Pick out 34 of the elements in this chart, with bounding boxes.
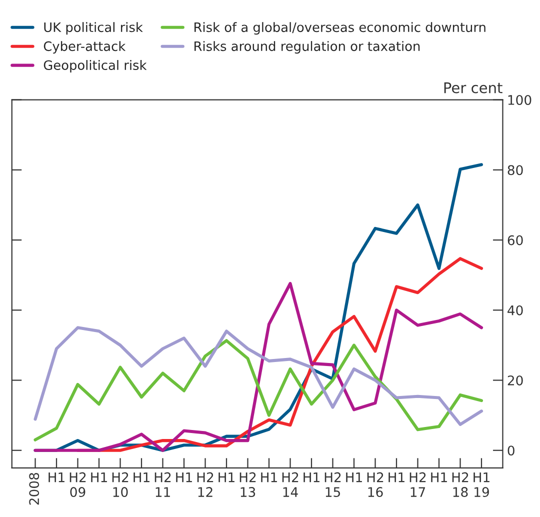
x-tick-label: H2 11 [154, 472, 171, 497]
legend-label: Geopolitical risk [44, 60, 147, 73]
x-tick-label: H2 18 [452, 472, 468, 498]
legend-label: Cyber-attack [44, 41, 126, 54]
x-tick-label: H1 [388, 472, 404, 482]
x-tick-label: H1 [261, 472, 277, 482]
x-tick-label: H1 [134, 472, 150, 482]
x-tick-label: H2 14 [282, 472, 298, 497]
x-tick-label: H2 09 [70, 472, 86, 498]
x-tick-label: H1 19 [474, 472, 490, 498]
y-tick-label: 80 [508, 165, 523, 176]
y-axis-title: Per cent [444, 82, 502, 94]
legend-label: Risk of a global/overseas economic downturn [194, 22, 486, 35]
legend-label: UK political risk [44, 22, 143, 35]
x-tick-label: H1 [176, 472, 192, 482]
x-tick-label: H2 13 [240, 472, 256, 498]
x-tick-label: H1 [218, 472, 234, 482]
x-tick-label: H2 15 [324, 472, 341, 498]
x-tick-label: H2 17 [410, 472, 426, 497]
x-tick-label: H1 [304, 472, 320, 482]
y-tick-label: 60 [508, 235, 523, 246]
x-tick-label: H2 10 [112, 472, 128, 498]
y-tick-label: 40 [508, 305, 523, 316]
x-tick-label: H2 16 [367, 472, 384, 498]
x-tick-label: 2008 [29, 472, 40, 505]
y-tick-label: 20 [508, 375, 523, 386]
y-tick-label: 0 [508, 446, 514, 456]
x-tick-label: H1 [431, 472, 447, 482]
legend-label: Risks around regulation or taxation [194, 41, 420, 54]
y-tick-label: 100 [508, 95, 532, 105]
x-tick-label: H1 [346, 472, 362, 482]
x-tick-label: H2 12 [197, 472, 214, 497]
x-tick-label: H1 [48, 472, 64, 482]
x-tick-label: H1 [91, 472, 107, 482]
